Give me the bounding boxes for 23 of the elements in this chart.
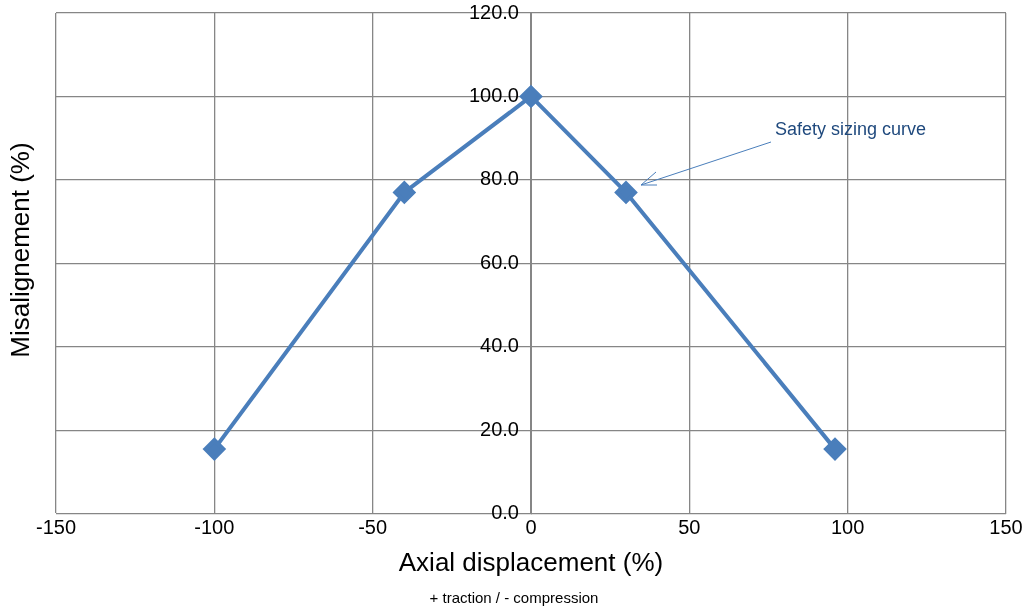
point bbox=[393, 181, 416, 204]
x-tick-label: 100 bbox=[830, 516, 865, 539]
x-tick-label: -100 bbox=[194, 516, 235, 539]
point bbox=[615, 181, 637, 204]
x-axis-title: Axial displacement (%) bbox=[398, 546, 664, 577]
y-tick-label: 120.0 bbox=[468, 0, 519, 23]
point bbox=[824, 438, 846, 461]
x-tick-label: -50 bbox=[358, 516, 388, 539]
y-tick-label: 40.0 bbox=[480, 334, 519, 357]
x-tick-label: -150 bbox=[35, 516, 77, 539]
x-tick-label: 150 bbox=[989, 516, 1023, 539]
x-tick-label: 0 bbox=[525, 516, 537, 539]
y-tick-label: 60.0 bbox=[480, 250, 519, 273]
point bbox=[203, 438, 226, 461]
annotation: Safety sizing curve bbox=[775, 119, 927, 140]
text: + traction / - compression bbox=[428, 589, 600, 606]
point bbox=[520, 85, 542, 108]
y-tick-label: 20.0 bbox=[480, 417, 519, 440]
y-tick-label: 100.0 bbox=[468, 83, 519, 106]
y-tick-label: 80.0 bbox=[480, 167, 519, 190]
y-tick-label: 0.0 bbox=[491, 501, 519, 524]
y-axis-title: Misalignement (%) bbox=[4, 142, 36, 358]
x-tick-label: 50 bbox=[678, 516, 701, 539]
